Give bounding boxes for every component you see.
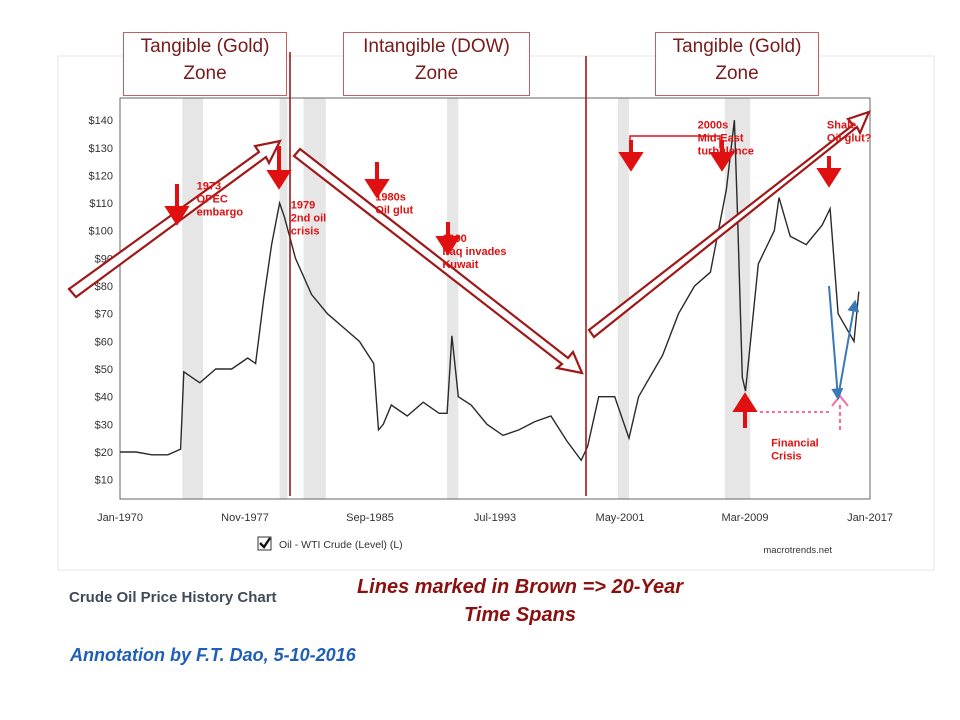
y-tick-label: $130: [89, 143, 113, 155]
footer-note-line: Lines marked in Brown => 20-Year: [356, 576, 684, 598]
zone-label: Tangible (Gold): [672, 36, 802, 57]
chart-name: Crude Oil Price History Chart: [69, 589, 277, 606]
arrow-shale: [816, 168, 842, 188]
x-tick-label: Sep-1985: [346, 512, 394, 524]
annotation-line: 2nd oil: [291, 213, 326, 225]
annotation-line: 1990: [442, 233, 466, 245]
x-tick-label: Jan-1970: [97, 512, 143, 524]
y-tick-label: $120: [89, 170, 113, 182]
annotation-line: OPEC: [197, 193, 228, 205]
y-axis: $10$20$30$40$50$60$70$80$90$100$110$120$…: [89, 115, 113, 487]
annotation-line: Shale: [827, 119, 856, 131]
recession-band: [279, 98, 288, 499]
plot-area: [119, 97, 871, 500]
x-tick-label: Mar-2009: [721, 512, 768, 524]
footer-note-line: Time Spans: [464, 604, 576, 626]
annotation-text: 1979 2nd oil crisis: [291, 200, 326, 238]
zone-label: Tangible (Gold): [140, 36, 270, 57]
annotation-line: Oil glut: [375, 204, 413, 216]
annotation-text: Financial Crisis: [771, 437, 819, 462]
annotation-line: Iraq invades: [442, 246, 506, 258]
source-label[interactable]: macrotrends.net: [763, 545, 832, 556]
recession-band: [447, 98, 459, 499]
y-tick-label: $60: [95, 336, 113, 348]
annotation-line: crisis: [291, 226, 320, 238]
annotation-line: 2000s: [698, 119, 729, 131]
legend: Oil - WTI Crude (Level) (L): [257, 536, 403, 551]
annotation-line: Financial: [771, 437, 819, 449]
y-tick-label: $30: [95, 419, 113, 431]
y-tick-label: $50: [95, 364, 113, 376]
zone-box-tangible-1: Tangible (Gold) Zone: [123, 32, 287, 96]
arrow-financial-crisis: [732, 392, 758, 412]
annotation-text: Shale Oil glut?: [827, 119, 872, 144]
x-axis: Jan-1970 Nov-1977 Sep-1985 Jul-1993 May-2001…: [97, 512, 893, 524]
trend-arrow-1980s-down: [292, 147, 584, 375]
arrow-1973: [164, 206, 190, 226]
y-tick-label: $70: [95, 309, 113, 321]
annotation-line: Kuwait: [442, 259, 478, 271]
zone-label: Intangible (DOW): [363, 36, 510, 57]
x-tick-label: Nov-1977: [221, 512, 269, 524]
y-tick-label: $110: [89, 198, 113, 210]
x-tick-label: Jul-1993: [474, 512, 516, 524]
y-tick-label: $100: [89, 226, 113, 238]
annotation-text: 2000s Mid-East turbulence: [698, 119, 754, 157]
annotation-line: Oil glut?: [827, 132, 872, 144]
blue-arrow-down: [828, 285, 844, 401]
recession-band: [182, 98, 203, 499]
annotation-text: 1990 Iraq invades Kuwait: [442, 233, 506, 271]
arrow-1979: [266, 170, 292, 190]
y-tick-label: $80: [95, 281, 113, 293]
y-tick-label: $140: [89, 115, 113, 127]
annotation-line: embargo: [197, 206, 244, 218]
y-tick-label: $10: [95, 475, 113, 487]
annotation-line: turbulence: [698, 145, 754, 157]
blue-arrow-up: [837, 299, 860, 399]
trend-arrow-2000s-up: [587, 110, 871, 339]
x-tick-label: Jan-2017: [847, 512, 893, 524]
author-credit: Annotation by F.T. Dao, 5-10-2016: [70, 645, 356, 665]
y-tick-label: $20: [95, 447, 113, 459]
annotation-text: 1973 OPEC embargo: [197, 180, 244, 218]
event-arrows: [164, 140, 842, 428]
price-series-line: [120, 120, 860, 462]
annotation-line: Mid-East: [698, 132, 744, 144]
zone-label: Zone: [414, 63, 459, 84]
check-icon: [259, 537, 271, 549]
footer-note: Lines marked in Brown => 20-Year Time Sp…: [300, 573, 740, 629]
x-tick-label: May-2001: [596, 512, 645, 524]
zone-box-tangible-2: Tangible (Gold) Zone: [655, 32, 819, 96]
zone-label: Zone: [183, 63, 227, 84]
annotation-line: 1980s: [375, 191, 406, 203]
annotation-line: Crisis: [771, 450, 802, 462]
annotation-line: 1973: [197, 180, 221, 192]
arrow-2000s-right: [709, 152, 735, 172]
arrow-1980s: [364, 179, 390, 199]
zone-box-intangible: Intangible (DOW) Zone: [343, 32, 530, 96]
arrow-1990: [435, 236, 461, 256]
arrow-2000s-left: [618, 152, 644, 172]
annotation-text: 1980s Oil glut: [375, 191, 413, 216]
y-tick-label: $40: [95, 392, 113, 404]
recession-band: [617, 98, 630, 499]
annotation-line: 1979: [291, 200, 315, 212]
zone-label: Zone: [715, 63, 759, 84]
legend-label: Oil - WTI Crude (Level) (L): [279, 539, 403, 551]
